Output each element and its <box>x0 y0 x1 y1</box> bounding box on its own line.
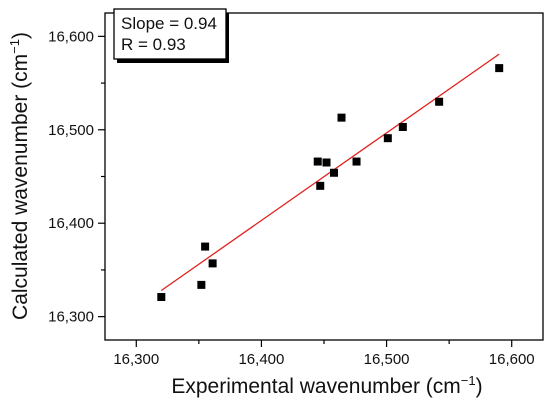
x-axis-title-end: ) <box>476 375 483 398</box>
x-tick-label: 16,500 <box>364 351 410 368</box>
x-tick-label: 16,300 <box>113 351 159 368</box>
annotation-frame <box>113 8 227 60</box>
data-point <box>201 242 210 251</box>
annotation-box: Slope = 0.94 R = 0.93 <box>113 8 229 63</box>
data-point <box>398 122 407 131</box>
tick-labels: 16,300 16,400 16,500 16,600 16,300 16,400 16,5… <box>48 28 535 368</box>
y-axis-title-main: Calculated wavenumber (cm <box>9 54 32 320</box>
x-tick-label: 16,600 <box>489 351 535 368</box>
axis-ticks <box>98 35 513 347</box>
y-tick-label: 16,600 <box>48 28 94 45</box>
y-axis-title: Calculated wavenumber (cm−1) <box>7 32 32 320</box>
data-point <box>330 168 339 177</box>
data-point <box>208 259 217 268</box>
annotation-r: R = 0.93 <box>121 35 186 54</box>
y-axis-title-sup: −1 <box>7 39 22 54</box>
data-points <box>157 64 504 302</box>
y-tick-label: 16,400 <box>48 215 94 232</box>
x-tick-label: 16,400 <box>238 351 284 368</box>
data-point <box>322 158 331 167</box>
y-tick-label: 16,300 <box>48 309 94 326</box>
data-point <box>495 64 504 73</box>
y-tick-label: 16,500 <box>48 122 94 139</box>
data-point <box>157 293 166 302</box>
data-point <box>197 280 206 289</box>
data-point <box>352 157 361 166</box>
x-axis-title-main: Experimental wavenumber (cm <box>171 375 460 398</box>
data-point <box>383 134 392 143</box>
data-point <box>337 113 346 122</box>
data-point <box>313 157 322 166</box>
y-axis-title-end: ) <box>9 32 32 39</box>
x-axis-title: Experimental wavenumber (cm−1) <box>171 373 482 398</box>
annotation-slope: Slope = 0.94 <box>121 14 217 33</box>
data-point <box>316 181 325 190</box>
x-axis-title-sup: −1 <box>461 373 476 388</box>
data-point <box>435 97 444 106</box>
